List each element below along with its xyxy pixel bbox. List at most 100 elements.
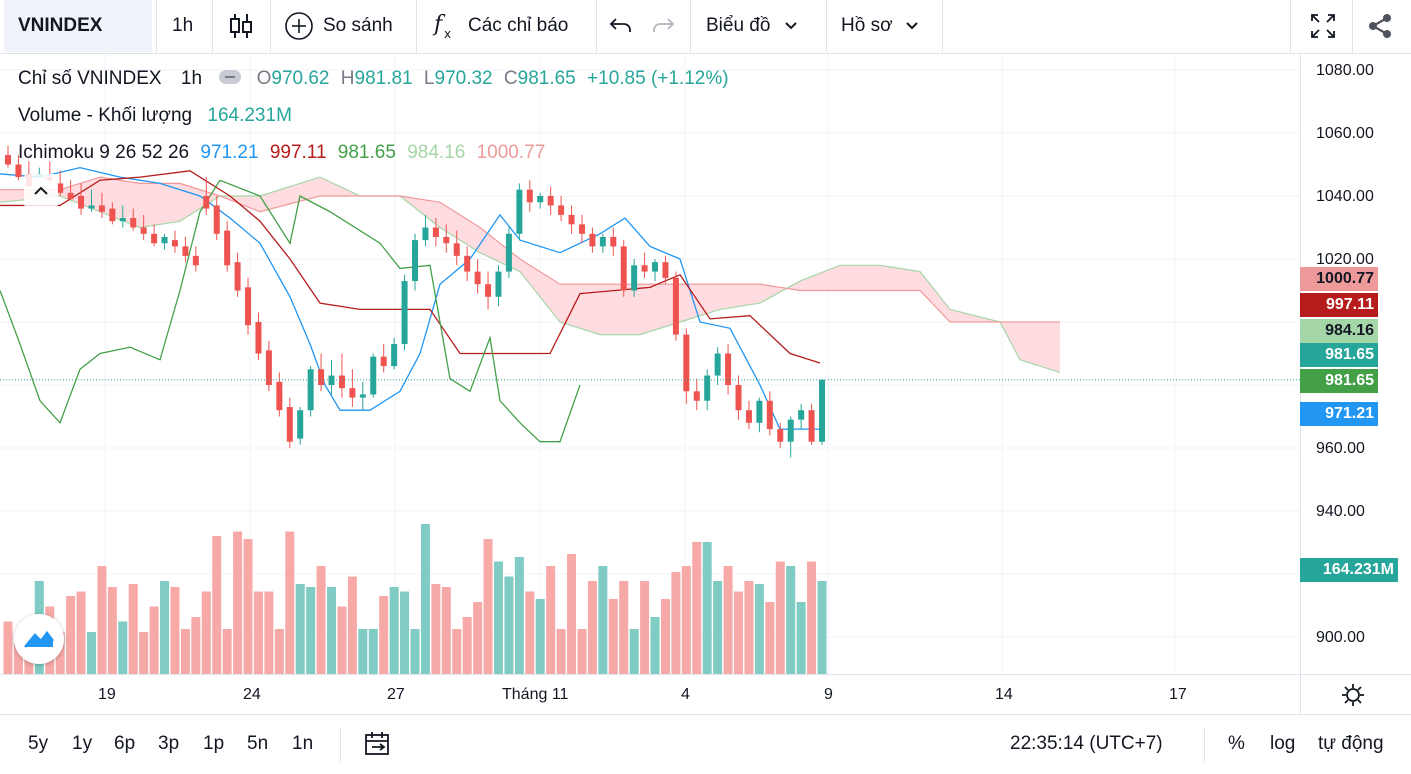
- volume-bar: [316, 566, 326, 674]
- profile-menu-button[interactable]: Hồ sơ: [841, 0, 919, 52]
- candle-body: [526, 189, 533, 203]
- candle-body: [620, 246, 627, 291]
- volume-bar: [327, 587, 337, 674]
- redo-button[interactable]: [650, 0, 676, 52]
- tradingview-logo-button[interactable]: [14, 614, 64, 664]
- candle-body: [610, 236, 617, 247]
- chart-menu-button[interactable]: Biểu đồ: [706, 0, 798, 52]
- interval-button[interactable]: 1h: [172, 0, 193, 52]
- range-1y-button[interactable]: 1y: [72, 733, 93, 754]
- candle-body: [537, 196, 544, 203]
- log-scale-button[interactable]: log: [1270, 733, 1296, 754]
- candle-body: [338, 375, 345, 389]
- volume-bar: [452, 629, 462, 674]
- candle-body: [245, 287, 252, 326]
- volume-bar: [807, 561, 817, 674]
- volume-bar: [723, 566, 733, 674]
- volume-bar: [483, 539, 493, 674]
- candle-body: [140, 227, 147, 234]
- range-6p-button[interactable]: 6p: [114, 733, 136, 754]
- candle-body: [182, 246, 189, 256]
- volume-bar: [525, 591, 535, 674]
- ichimoku-base-value: 997.11: [269, 142, 327, 163]
- toolbar-divider: [416, 0, 417, 52]
- series-interval: 1h: [180, 68, 203, 89]
- volume-bar: [295, 584, 305, 674]
- candle-body: [255, 322, 262, 354]
- range-5y-button[interactable]: 5y: [28, 733, 49, 754]
- candle-body: [599, 236, 606, 247]
- symbol-search-button[interactable]: VNINDEX: [4, 0, 152, 52]
- volume-bar: [191, 617, 201, 674]
- volume-bar: [535, 599, 545, 674]
- candle-body: [5, 155, 11, 165]
- candle-body: [714, 353, 721, 376]
- volume-bar: [765, 602, 775, 674]
- redo-icon: [653, 18, 675, 32]
- share-icon: [1369, 14, 1391, 38]
- undo-button[interactable]: [608, 0, 634, 52]
- share-button[interactable]: [1366, 0, 1394, 52]
- time-tick: 27: [387, 686, 405, 703]
- candle-body: [151, 233, 158, 244]
- low-value: 970.32: [434, 68, 493, 89]
- base-line: [0, 170, 821, 364]
- volume-bar: [253, 591, 263, 674]
- volume-bar: [76, 591, 86, 674]
- ichimoku-span-a-value: 984.16: [407, 142, 466, 163]
- price-chart-canvas[interactable]: [0, 54, 1411, 714]
- gear-icon: [1342, 684, 1364, 706]
- candle-body: [286, 407, 293, 442]
- percent-scale-button[interactable]: %: [1228, 733, 1245, 754]
- range-1p-button[interactable]: 1p: [203, 733, 225, 754]
- clock-display[interactable]: 22:35:14 (UTC+7): [1010, 733, 1163, 754]
- candle-body: [704, 375, 711, 401]
- candle-body: [412, 240, 418, 282]
- range-3p-button[interactable]: 3p: [158, 733, 180, 754]
- chart-settings-button[interactable]: [1340, 682, 1366, 713]
- volume-bar: [410, 629, 420, 674]
- range-1n-button[interactable]: 1n: [292, 733, 314, 754]
- main-series-legend: Chỉ số VNINDEX 1h O970.62 H981.81 L970.3…: [18, 68, 729, 90]
- candle-body: [57, 183, 64, 193]
- volume-bar: [671, 572, 681, 674]
- goto-date-button[interactable]: [364, 731, 392, 763]
- chart-style-button[interactable]: [228, 0, 254, 52]
- fullscreen-button[interactable]: [1309, 0, 1337, 52]
- candle-body: [224, 230, 231, 266]
- candle-body: [485, 284, 492, 297]
- volume-bars: [3, 524, 827, 674]
- volume-bar: [577, 629, 587, 674]
- span-b-line: [0, 176, 1060, 323]
- volume-bar: [389, 587, 399, 674]
- candle-body: [265, 350, 272, 385]
- collapse-legend-button[interactable]: [24, 174, 58, 208]
- auto-scale-button[interactable]: tự động: [1318, 733, 1384, 754]
- ichimoku-legend: Ichimoku 9 26 52 26 971.21 997.11 981.65…: [18, 142, 545, 164]
- candle-body: [819, 379, 825, 442]
- cloud-fill: [0, 177, 1060, 373]
- toolbar-divider: [156, 0, 157, 52]
- volume-bar: [180, 629, 190, 674]
- volume-bar: [493, 561, 503, 674]
- price-tick: 940.00: [1316, 503, 1365, 520]
- candle-body: [631, 265, 638, 291]
- compare-button[interactable]: So sánh: [284, 0, 393, 52]
- candle-body: [798, 410, 805, 420]
- candle-body: [276, 381, 283, 411]
- candle-body: [464, 255, 471, 272]
- volume-bar: [379, 596, 389, 674]
- range-5n-button[interactable]: 5n: [247, 733, 269, 754]
- time-tick: 19: [98, 686, 116, 703]
- hide-series-button[interactable]: [219, 69, 242, 84]
- volume-bar: [734, 591, 744, 674]
- ichimoku-title: Ichimoku 9 26 52 26: [18, 142, 190, 163]
- volume-bar: [13, 641, 23, 674]
- chart-pane[interactable]: [0, 54, 1411, 714]
- lagging-span-line: [0, 179, 581, 443]
- volume-bar: [702, 542, 712, 674]
- candle-body: [558, 205, 565, 215]
- span-b-price-label: 1000.77: [1300, 267, 1378, 291]
- volume-bar: [97, 566, 107, 674]
